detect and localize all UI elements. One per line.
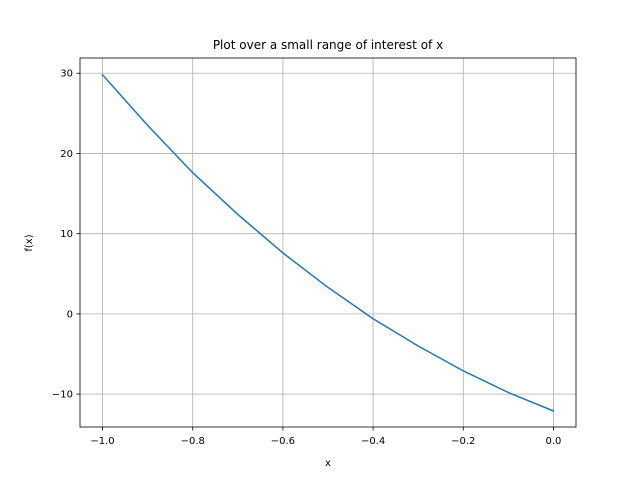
x-tick-label: −1.0 bbox=[90, 436, 114, 447]
x-tick-label: −0.6 bbox=[271, 436, 295, 447]
series-line bbox=[101, 73, 555, 412]
x-axis-label: x bbox=[325, 458, 331, 469]
y-tick-label: 0 bbox=[67, 309, 73, 320]
y-axis-label: f(x) bbox=[24, 234, 35, 251]
axes-frame bbox=[79, 57, 577, 428]
x-tick-label: −0.2 bbox=[451, 436, 475, 447]
grid-lines bbox=[80, 58, 576, 427]
y-tick-label: −10 bbox=[52, 390, 73, 401]
x-tick-label: 0.0 bbox=[546, 436, 562, 447]
x-tick-label: −0.4 bbox=[361, 436, 385, 447]
chart-title: Plot over a small range of interest of x bbox=[213, 38, 443, 52]
x-tick-label: −0.8 bbox=[181, 436, 205, 447]
axis-ticks: −1.0 −0.8 −0.6 −0.4 −0.2 0.0 −10 0 10 20 30 bbox=[52, 69, 562, 447]
plot-series bbox=[101, 73, 555, 412]
y-tick-label: 10 bbox=[60, 229, 73, 240]
y-tick-label: 30 bbox=[60, 69, 73, 80]
y-tick-label: 20 bbox=[60, 149, 73, 160]
